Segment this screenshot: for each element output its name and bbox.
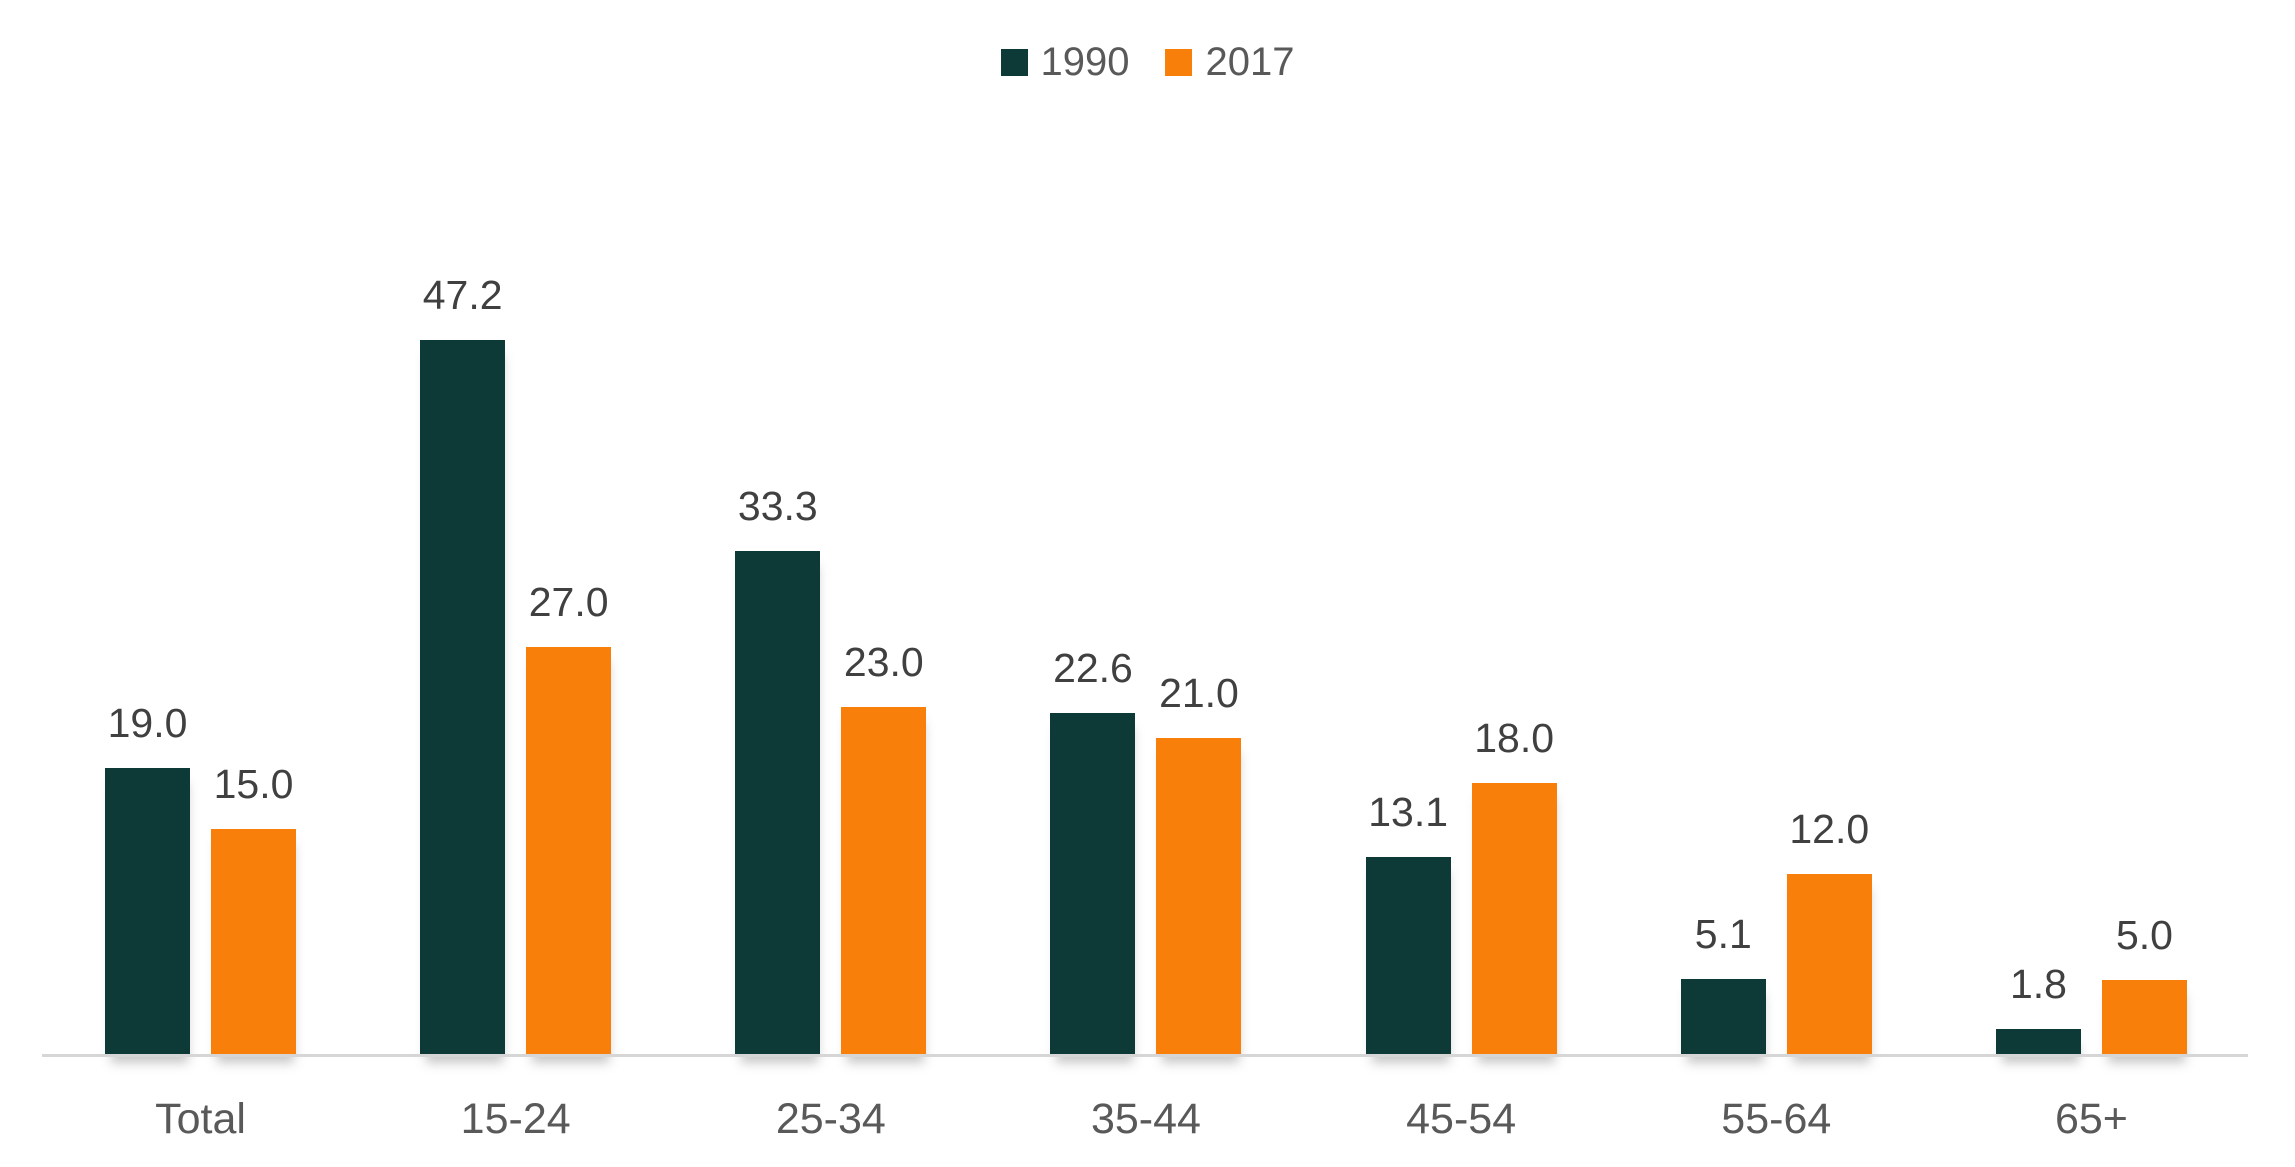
bar-2017-35-44 (1156, 737, 1242, 1056)
bar-2017-65+ (2101, 980, 2187, 1056)
bar-1990-Total (105, 767, 190, 1056)
legend-label-2017: 2017 (1205, 40, 1295, 84)
value-label-2017-Total: 15.0 (213, 760, 294, 807)
value-label-2017-65+: 5.0 (2115, 912, 2173, 959)
legend-label-1990: 1990 (1040, 40, 1130, 84)
bar-1990-55-64 (1680, 978, 1766, 1056)
bar-1990-35-44 (1050, 713, 1136, 1056)
value-label-2017-55-64: 12.0 (1789, 806, 1870, 853)
bar-2017-Total (211, 828, 296, 1056)
category-label-55-64: 55-64 (1721, 1095, 1832, 1143)
category-label-Total: Total (155, 1095, 246, 1143)
value-label-1990-15-24: 47.2 (422, 272, 503, 319)
bar-1990-25-34 (735, 551, 821, 1056)
bar-col-1990-Total: 19.0 (105, 699, 190, 1056)
bar-col-2017-15-24: 27.0 (526, 578, 612, 1056)
bar-groups: 19.0 15.0 Total 47.2 27.0 15-24 33.3 23.0 25-34 2… (42, 275, 2248, 1141)
bar-group-55-64: 5.1 12.0 55-64 (1680, 806, 1872, 1141)
value-label-2017-15-24: 27.0 (528, 578, 609, 625)
bar-2017-45-54 (1471, 783, 1557, 1056)
value-label-2017-25-34: 23.0 (843, 639, 924, 686)
bar-col-2017-65+: 5.0 (2101, 912, 2187, 1056)
value-label-1990-55-64: 5.1 (1694, 910, 1752, 957)
category-label-45-54: 45-54 (1406, 1095, 1517, 1143)
legend-item-1990: 1990 (1000, 40, 1130, 84)
bar-col-1990-15-24: 47.2 (420, 272, 506, 1056)
bar-2017-15-24 (526, 646, 612, 1056)
bar-col-2017-55-64: 12.0 (1786, 806, 1872, 1056)
bar-group-45-54: 13.1 18.0 45-54 (1365, 715, 1557, 1141)
bar-col-1990-45-54: 13.1 (1365, 789, 1451, 1056)
bar-group-35-44: 22.6 21.0 35-44 (1050, 645, 1242, 1141)
bar-col-2017-Total: 15.0 (211, 760, 296, 1056)
bar-col-1990-25-34: 33.3 (735, 483, 821, 1056)
bar-group-Total: 19.0 15.0 Total (105, 699, 296, 1141)
legend-swatch-2017 (1165, 48, 1193, 76)
value-label-1990-45-54: 13.1 (1368, 789, 1449, 836)
bar-col-1990-55-64: 5.1 (1680, 910, 1766, 1056)
value-label-1990-65+: 1.8 (2009, 960, 2067, 1007)
bar-col-2017-35-44: 21.0 (1156, 669, 1242, 1056)
bar-2017-55-64 (1786, 874, 1872, 1056)
category-label-35-44: 35-44 (1090, 1095, 1201, 1143)
bar-col-1990-65+: 1.8 (1995, 960, 2081, 1056)
legend-swatch-1990 (1000, 48, 1028, 76)
bar-group-15-24: 47.2 27.0 15-24 (420, 272, 612, 1141)
bar-col-2017-45-54: 18.0 (1471, 715, 1557, 1056)
value-label-2017-35-44: 21.0 (1159, 669, 1239, 716)
category-label-25-34: 25-34 (775, 1095, 886, 1143)
bar-1990-65+ (1995, 1028, 2081, 1056)
bar-1990-45-54 (1365, 857, 1451, 1056)
value-label-2017-45-54: 18.0 (1474, 715, 1555, 762)
value-label-1990-Total: 19.0 (107, 699, 188, 746)
bar-1990-15-24 (420, 340, 506, 1056)
bar-group-65+: 1.8 5.0 65+ (1995, 912, 2187, 1141)
value-label-1990-35-44: 22.6 (1053, 645, 1133, 692)
x-axis-line (42, 1054, 2248, 1057)
chart-legend: 1990 2017 (1000, 40, 1295, 84)
bar-col-2017-25-34: 23.0 (841, 639, 927, 1056)
bar-2017-25-34 (841, 707, 927, 1056)
value-label-1990-25-34: 33.3 (737, 483, 818, 530)
legend-item-2017: 2017 (1165, 40, 1295, 84)
bar-group-25-34: 33.3 23.0 25-34 (735, 483, 927, 1141)
plot-area: 19.0 15.0 Total 47.2 27.0 15-24 33.3 23.0 25-34 2… (42, 275, 2248, 1141)
bar-col-1990-35-44: 22.6 (1050, 645, 1136, 1056)
category-label-15-24: 15-24 (460, 1095, 571, 1143)
category-label-65+: 65+ (2054, 1095, 2128, 1143)
